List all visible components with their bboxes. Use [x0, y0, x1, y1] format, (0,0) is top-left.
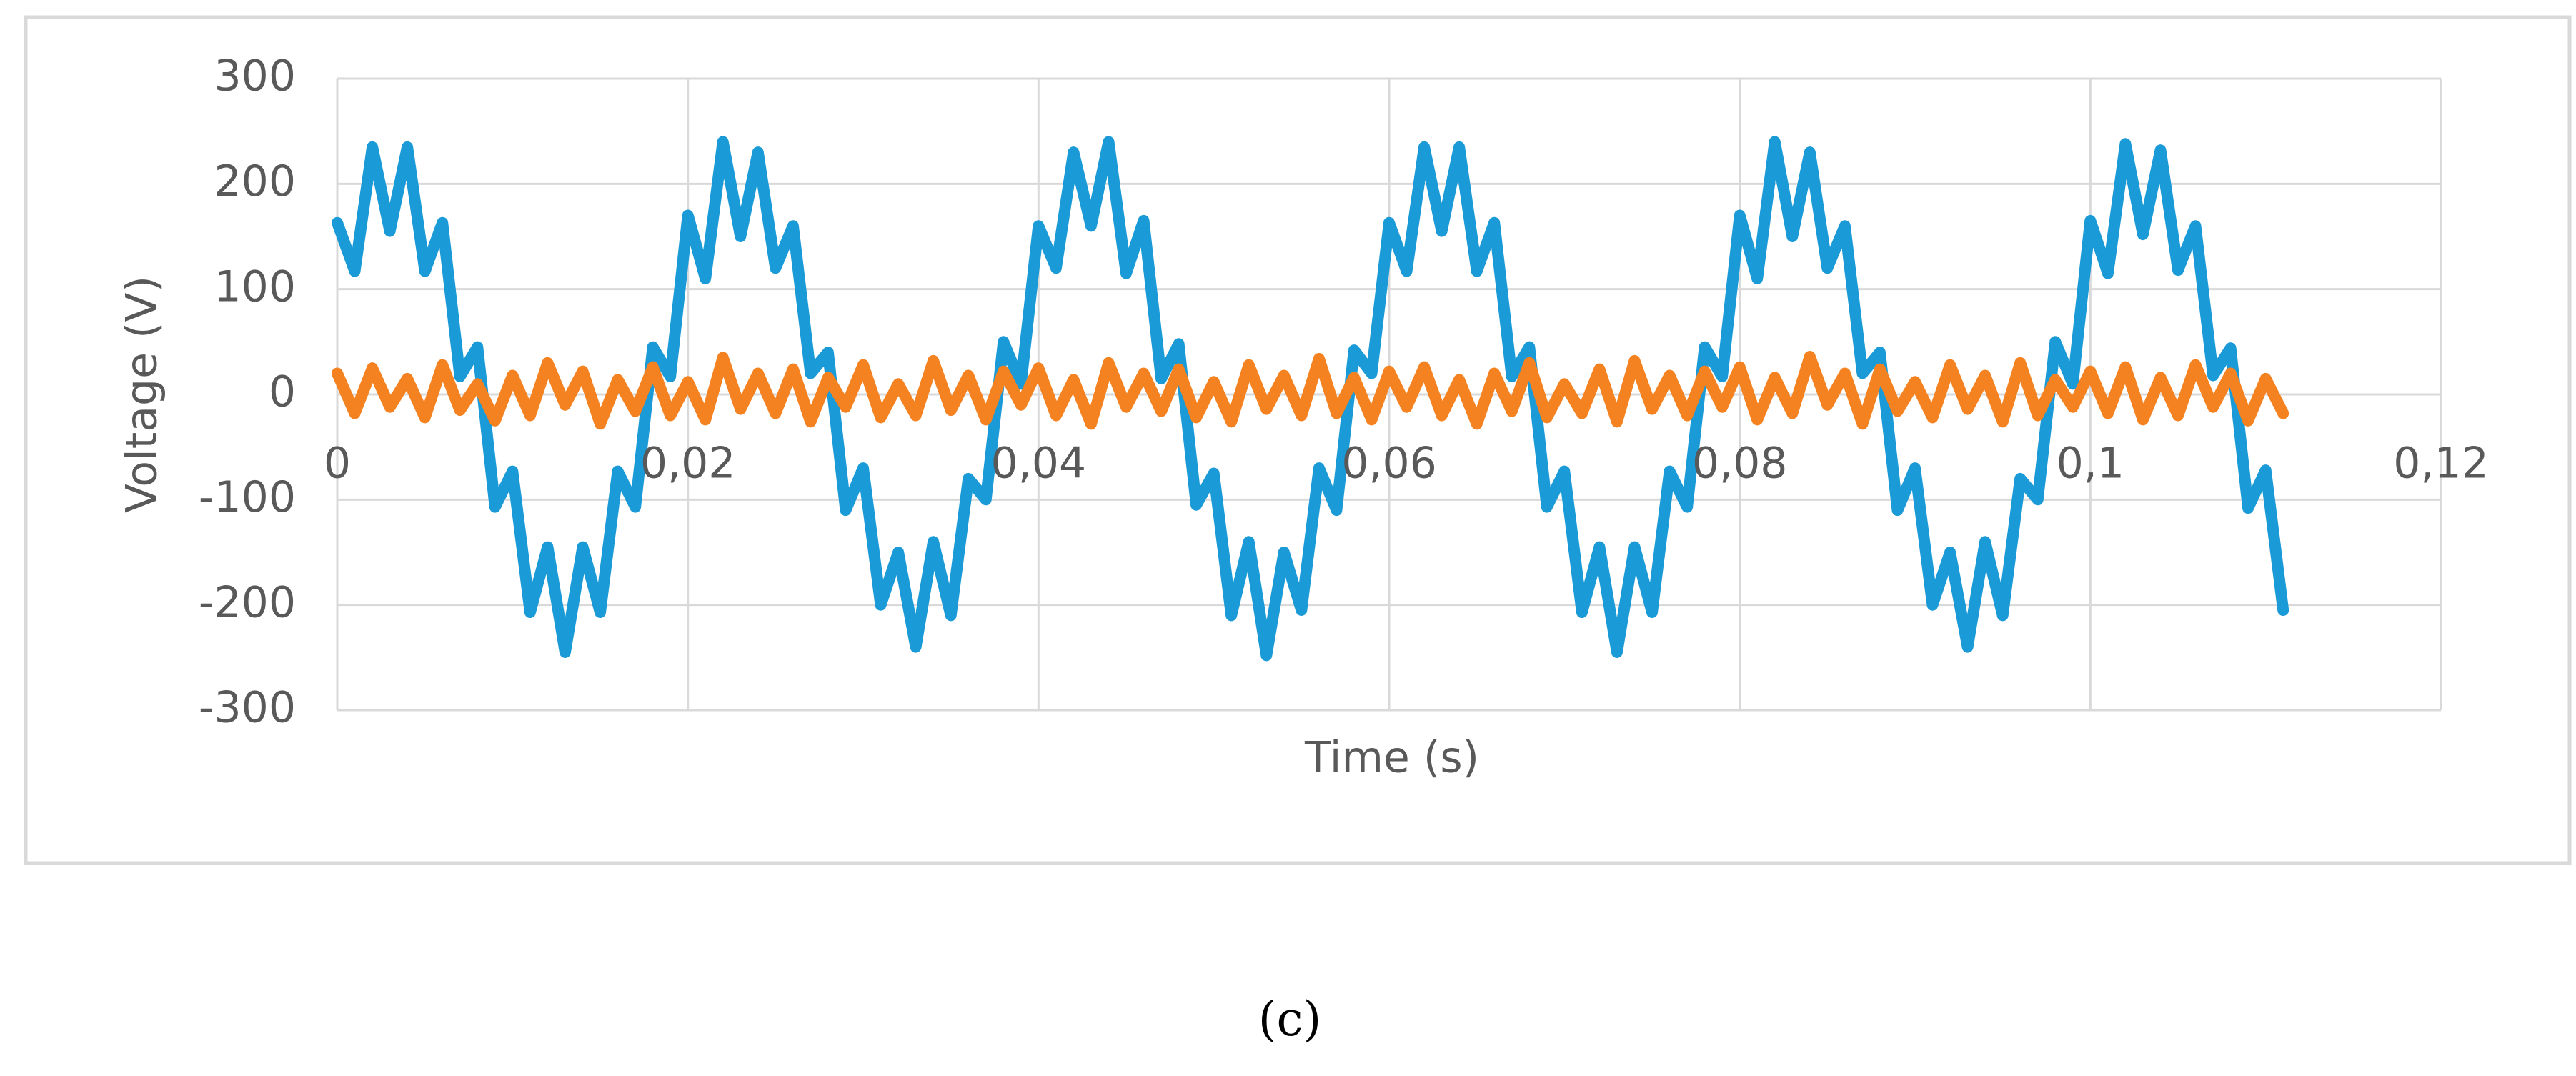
- y-tick-label: 100: [214, 261, 296, 312]
- x-tick-label: 0,12: [2393, 439, 2489, 489]
- x-tick-label: 0: [324, 439, 351, 489]
- series-line: [332, 351, 2289, 430]
- y-tick-label: 200: [214, 156, 296, 206]
- x-tick-label: 0,02: [640, 439, 736, 489]
- series-line: [332, 136, 2289, 662]
- y-tick-label: -200: [199, 577, 296, 627]
- y-tick-label: 300: [214, 51, 296, 101]
- y-axis-title: Voltage (V): [117, 276, 167, 513]
- y-tick-label: -300: [199, 683, 296, 733]
- x-tick-label: 0,1: [2057, 439, 2124, 489]
- x-tick-label: 0,08: [1692, 439, 1788, 489]
- x-tick-label: 0,04: [991, 439, 1087, 489]
- chart-frame: [24, 15, 2572, 865]
- y-tick-label: 0: [269, 367, 296, 417]
- x-axis-title: Time (s): [1304, 733, 1479, 783]
- y-tick-label: -100: [199, 472, 296, 522]
- x-tick-label: 0,06: [1341, 439, 1437, 489]
- caption: (c): [1258, 992, 1321, 1047]
- plot-area: -300 -200 -100 0 100 200 300 0 0,02 0,04 0,06 0,08 0…: [199, 51, 2489, 733]
